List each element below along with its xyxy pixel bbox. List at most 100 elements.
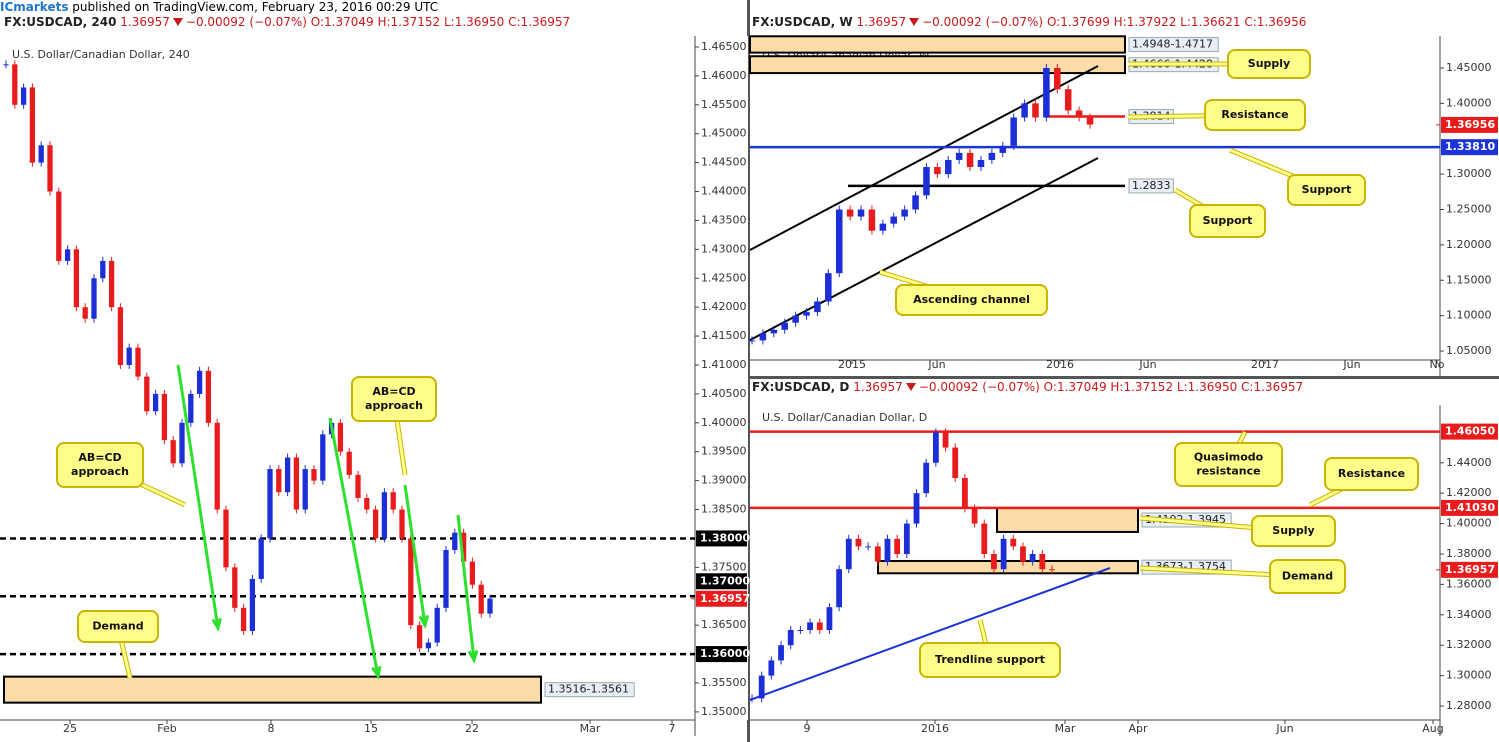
candle (826, 607, 833, 630)
price-tag-label: 1.36956 (1445, 118, 1495, 131)
level-tag (1441, 423, 1498, 440)
y-tick-label: 1.44500 (701, 156, 747, 169)
price-axis (1440, 36, 1499, 360)
price-tag (1441, 116, 1498, 133)
level-tag (1441, 139, 1498, 156)
candle (952, 447, 959, 478)
candle (196, 370, 203, 394)
chart-title: U.S. Dollar/Canadian Dollar, 240 (12, 48, 190, 61)
candle (857, 209, 865, 217)
y-tick-label: 1.30000 (1446, 167, 1492, 180)
candle (1021, 103, 1028, 118)
candle (912, 195, 919, 210)
down-arrow (905, 383, 916, 391)
callout (1324, 457, 1419, 491)
zone-label-box (1128, 36, 1219, 52)
callout (1174, 442, 1283, 487)
y-tick-label: 1.46500 (701, 40, 747, 53)
y-tick-label: 1.45000 (1446, 61, 1492, 74)
candle (478, 584, 484, 614)
callout (1251, 515, 1336, 547)
price: 1.36957 (856, 15, 907, 29)
y-tick-label: 1.40000 (1446, 96, 1492, 109)
level-tag-label: 1.38000 (700, 531, 750, 544)
callout-text: Support (1302, 183, 1352, 196)
y-tick-label: 1.36500 (701, 618, 747, 631)
callout (351, 376, 437, 422)
candle (1039, 553, 1046, 570)
brand[interactable]: ICmarkets (0, 0, 69, 14)
candle (1049, 569, 1055, 571)
candle (816, 622, 823, 630)
candle (778, 645, 784, 661)
candle (425, 642, 432, 649)
symbol: FX:USDCAD, W (752, 15, 853, 29)
callout (1287, 174, 1366, 206)
y-tick-label: 1.36000 (1446, 577, 1492, 590)
candle (179, 422, 185, 464)
x-tick-label: No (1430, 358, 1445, 371)
candle (232, 567, 238, 608)
y-tick-label: 1.46000 (701, 69, 747, 82)
symbol: FX:USDCAD, D (752, 380, 850, 394)
candle (311, 469, 317, 481)
arrow-head (371, 665, 382, 680)
y-tick-label: 1.20000 (1446, 238, 1492, 251)
candle (1010, 117, 1017, 146)
candle (855, 538, 862, 547)
candle (944, 159, 952, 175)
candle (214, 422, 220, 510)
ohlc: O:1.37699 H:1.37922 L:1.36621 C:1.36956 (1046, 15, 1307, 29)
candle (452, 532, 458, 551)
callout-text: Supply (1248, 57, 1290, 70)
arrow (328, 417, 380, 677)
zone (877, 559, 1139, 575)
candle (372, 509, 379, 539)
candle (835, 209, 843, 274)
price: 1.36957 (120, 15, 170, 29)
candle (249, 578, 256, 631)
ohlc: O:1.37049 H:1.37152 L:1.36950 C:1.36957 (310, 15, 571, 29)
candle (977, 159, 985, 168)
candle (890, 216, 898, 224)
chart-header: FX:USDCAD, D 1.36957 −0.00092 (−0.07%) O:… (752, 380, 1303, 394)
callout-text: Resistance (1338, 467, 1405, 480)
level-tag-label: 1.33810 (1445, 140, 1495, 153)
candle (749, 698, 755, 700)
y-tick-label: 1.42500 (701, 271, 747, 284)
candle (865, 546, 872, 548)
zone (996, 507, 1139, 533)
y-tick-label: 1.35000 (701, 705, 747, 718)
candle (1020, 546, 1026, 562)
candle (814, 301, 821, 313)
candle (364, 497, 370, 510)
candle (807, 622, 813, 630)
change: −0.00092 (−0.07%) (185, 15, 307, 29)
candle (787, 630, 794, 646)
x-tick-label: 2017 (1251, 358, 1279, 371)
y-tick-label: 1.45500 (701, 98, 747, 111)
candle (1029, 553, 1036, 562)
change: −0.00092 (−0.07%) (918, 380, 1040, 394)
candle (284, 457, 291, 493)
y-tick-label: 1.32000 (1446, 638, 1492, 651)
candle (320, 434, 326, 481)
candle (355, 474, 361, 498)
arrow (176, 364, 220, 629)
arrow-head (467, 649, 479, 664)
price: 1.36957 (853, 380, 903, 394)
symbol: FX:USDCAD, 240 (4, 15, 117, 29)
chart-title: U.S. Dollar/Canadian Dollar, D (762, 411, 927, 424)
candle (117, 307, 124, 365)
candle (1086, 117, 1094, 125)
arrow-head (418, 614, 430, 629)
candle (276, 469, 282, 493)
candle (999, 145, 1007, 153)
callout (1204, 99, 1306, 131)
candle (903, 523, 910, 554)
arrow-head (211, 617, 222, 632)
x-tick-label: 22 (465, 722, 479, 735)
callout (77, 610, 159, 643)
candle (1032, 103, 1039, 118)
